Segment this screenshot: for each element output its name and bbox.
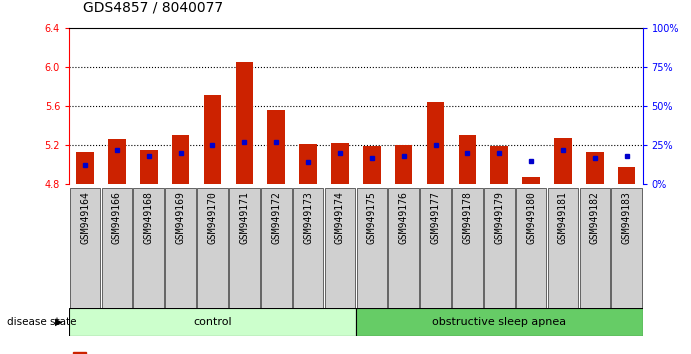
Bar bbox=[236, 62, 253, 184]
Text: GSM949170: GSM949170 bbox=[207, 191, 218, 244]
Bar bbox=[420, 188, 451, 308]
Text: GSM949168: GSM949168 bbox=[144, 191, 154, 244]
Bar bbox=[165, 188, 196, 308]
Text: GSM949181: GSM949181 bbox=[558, 191, 568, 244]
Bar bbox=[108, 139, 126, 184]
Bar bbox=[363, 146, 381, 184]
Bar bbox=[395, 145, 413, 184]
Bar bbox=[491, 146, 508, 184]
Text: GSM949166: GSM949166 bbox=[112, 191, 122, 244]
Bar bbox=[331, 143, 349, 184]
Bar bbox=[102, 188, 132, 308]
Bar bbox=[612, 188, 642, 308]
Text: control: control bbox=[193, 317, 231, 327]
Text: GSM949171: GSM949171 bbox=[239, 191, 249, 244]
Bar bbox=[427, 102, 444, 184]
Bar bbox=[586, 152, 604, 184]
Bar bbox=[554, 138, 571, 184]
Text: GSM949169: GSM949169 bbox=[176, 191, 186, 244]
Bar bbox=[484, 188, 515, 308]
Bar bbox=[515, 188, 547, 308]
Bar bbox=[73, 352, 86, 354]
Bar bbox=[204, 95, 221, 184]
Text: GSM949180: GSM949180 bbox=[526, 191, 536, 244]
Text: obstructive sleep apnea: obstructive sleep apnea bbox=[432, 317, 567, 327]
Text: GSM949182: GSM949182 bbox=[590, 191, 600, 244]
Text: GDS4857 / 8040077: GDS4857 / 8040077 bbox=[83, 0, 223, 14]
Bar bbox=[76, 152, 94, 184]
Bar bbox=[229, 188, 260, 308]
Bar bbox=[618, 166, 636, 184]
Bar bbox=[548, 188, 578, 308]
Text: GSM949174: GSM949174 bbox=[335, 191, 345, 244]
Bar bbox=[267, 110, 285, 184]
Text: GSM949179: GSM949179 bbox=[494, 191, 504, 244]
Bar bbox=[357, 188, 387, 308]
Text: GSM949164: GSM949164 bbox=[80, 191, 90, 244]
Bar bbox=[356, 308, 643, 336]
Text: GSM949172: GSM949172 bbox=[271, 191, 281, 244]
Text: GSM949178: GSM949178 bbox=[462, 191, 473, 244]
Bar bbox=[133, 188, 164, 308]
Bar bbox=[580, 188, 610, 308]
Text: GSM949177: GSM949177 bbox=[430, 191, 441, 244]
Text: GSM949183: GSM949183 bbox=[622, 191, 632, 244]
Bar bbox=[197, 188, 228, 308]
Text: GSM949175: GSM949175 bbox=[367, 191, 377, 244]
Bar bbox=[522, 177, 540, 184]
Text: GSM949176: GSM949176 bbox=[399, 191, 408, 244]
Bar bbox=[70, 188, 100, 308]
Bar bbox=[452, 188, 483, 308]
Bar bbox=[293, 188, 323, 308]
Bar bbox=[69, 308, 356, 336]
Bar bbox=[459, 136, 476, 184]
Text: GSM949173: GSM949173 bbox=[303, 191, 313, 244]
Bar bbox=[172, 136, 189, 184]
Bar bbox=[299, 144, 317, 184]
Text: ▶: ▶ bbox=[55, 317, 62, 327]
Text: disease state: disease state bbox=[7, 317, 77, 327]
Bar bbox=[325, 188, 355, 308]
Bar bbox=[140, 150, 158, 184]
Bar bbox=[261, 188, 292, 308]
Bar bbox=[388, 188, 419, 308]
